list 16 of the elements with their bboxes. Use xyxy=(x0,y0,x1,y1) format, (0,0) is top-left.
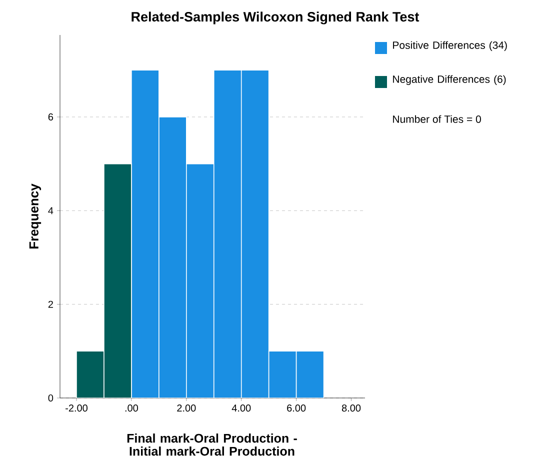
x-axis-title: Final mark-Oral Production - Initial mark-Oral Production xyxy=(127,434,297,456)
y-tick-label: 4 xyxy=(48,207,54,214)
y-tick-label: 2 xyxy=(48,300,53,308)
legend-label: Negative Differences (6) xyxy=(393,75,506,85)
x-tick-label: 8.00 xyxy=(342,404,361,412)
legend-label: Positive Differences (34) xyxy=(393,41,507,51)
x-tick-label: 4.00 xyxy=(232,404,251,412)
y-axis-title: Frequency xyxy=(29,184,42,248)
x-tick-label: -2.00 xyxy=(66,404,88,412)
chart-title: Related-Samples Wilcoxon Signed Rank Test xyxy=(132,12,420,24)
y-tick-label: 0 xyxy=(48,394,54,402)
y-tick-label: 6 xyxy=(48,113,54,120)
x-tick-label: .00 xyxy=(125,404,138,412)
x-tick-label: 2.00 xyxy=(177,404,196,412)
x-tick-label: 6.00 xyxy=(287,404,306,412)
text: Number of Ties = 0 xyxy=(393,115,481,123)
